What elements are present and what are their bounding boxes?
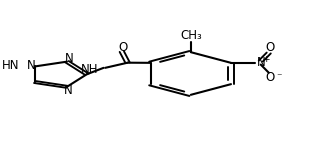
Text: N: N: [65, 52, 74, 65]
Text: NH: NH: [81, 62, 99, 76]
Text: N: N: [27, 59, 36, 72]
Text: O: O: [119, 41, 128, 54]
Text: O: O: [266, 41, 275, 54]
Text: O: O: [266, 71, 275, 84]
Text: +: +: [262, 55, 270, 64]
Text: N: N: [64, 83, 73, 97]
Text: HN: HN: [2, 59, 19, 72]
Text: ⁻: ⁻: [277, 72, 282, 83]
Text: CH₃: CH₃: [181, 29, 202, 42]
Text: N: N: [256, 56, 265, 69]
